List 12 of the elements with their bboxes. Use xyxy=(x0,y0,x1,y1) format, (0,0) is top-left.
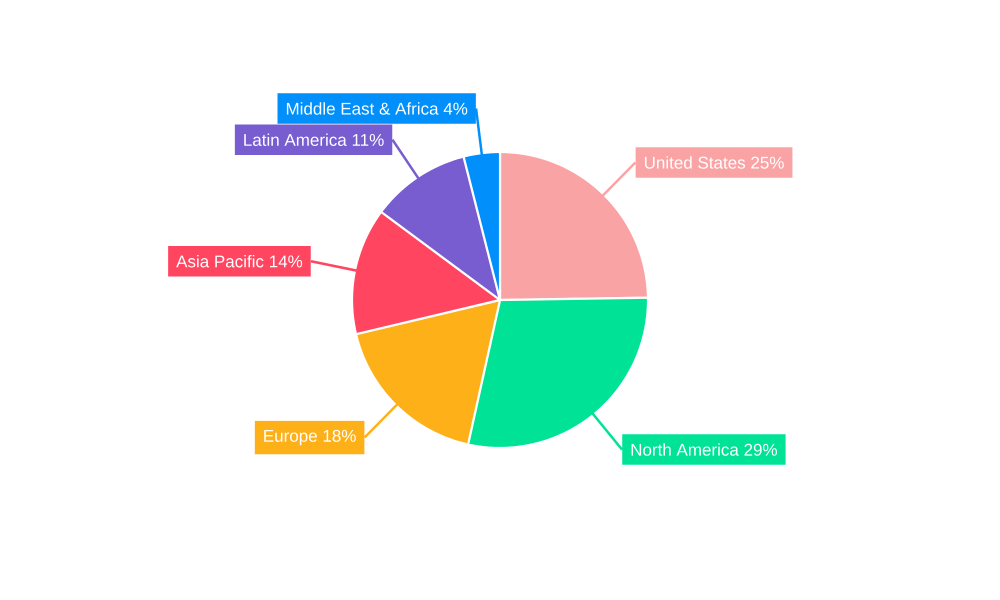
slice-label: United States xyxy=(644,156,746,169)
data-label: 18% xyxy=(324,430,356,442)
data-label: 4% xyxy=(444,102,468,115)
data-label: 29% xyxy=(744,444,777,456)
data-label: 11% xyxy=(352,134,384,146)
slice-label: Asia Pacific xyxy=(176,255,264,268)
slice-label: Latin America xyxy=(244,134,347,146)
slice-label: North America xyxy=(632,443,739,456)
slice-label: Middle East & Africa xyxy=(286,102,439,115)
data-label: 14% xyxy=(270,256,302,268)
slice-label: Europe xyxy=(264,430,317,446)
data-label: 25% xyxy=(751,156,784,169)
